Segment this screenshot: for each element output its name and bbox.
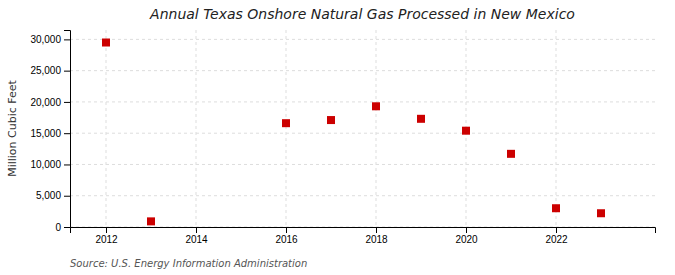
square-marker	[282, 119, 290, 127]
square-marker	[372, 102, 380, 110]
square-marker	[102, 39, 110, 47]
grid-line	[196, 30, 197, 227]
axis-line	[64, 31, 71, 228]
tick-label: 25,000	[30, 65, 61, 76]
tick-mark	[556, 227, 557, 233]
grid-line	[376, 30, 377, 227]
tick-mark	[376, 227, 377, 233]
square-marker	[507, 150, 515, 158]
tick-mark	[64, 102, 70, 103]
tick: 2014	[185, 227, 208, 245]
tick-label: 10,000	[30, 159, 61, 170]
y-axis: 0 5,000 10,000 15,000 20,000 25,000 30,000	[30, 31, 70, 233]
tick: 2018	[365, 227, 388, 245]
tick-mark	[64, 227, 70, 228]
tick: 25,000	[30, 65, 70, 76]
tick-label: 30,000	[30, 34, 61, 45]
grid	[70, 30, 655, 227]
tick-mark	[64, 39, 70, 40]
tick: 30,000	[30, 34, 70, 45]
tick: 5,000	[36, 190, 70, 201]
tick-label: 2012	[95, 234, 118, 245]
tick: 2012	[95, 227, 118, 245]
tick-label: 2014	[185, 234, 208, 245]
tick-mark	[64, 164, 70, 165]
tick: 2016	[275, 227, 298, 245]
tick-mark	[196, 227, 197, 233]
tick: 20,000	[30, 97, 70, 108]
tick-label: 2022	[545, 234, 568, 245]
square-marker	[552, 204, 560, 212]
tick: 2020	[455, 227, 478, 245]
tick-label: 0	[55, 222, 61, 233]
tick-mark	[64, 71, 70, 72]
title: Annual Texas Onshore Natural Gas Process…	[149, 6, 575, 22]
grid-line	[70, 70, 655, 71]
tick: 10,000	[30, 159, 70, 170]
tick: 2022	[545, 227, 568, 245]
tick-label: 15,000	[30, 128, 61, 139]
tick: 0	[55, 222, 70, 233]
tick-mark	[286, 227, 287, 233]
square-marker	[462, 127, 470, 135]
y-axis-label: Million Cubic Feet	[6, 79, 19, 176]
grid-line	[70, 195, 655, 196]
x-axis: 2012 2014 2016 2018 2020 2022	[71, 227, 656, 245]
grid-line	[70, 133, 655, 134]
tick-label: 2016	[275, 234, 298, 245]
tick-label: 5,000	[36, 190, 61, 201]
tick-label: 2020	[455, 234, 478, 245]
tick-mark	[466, 227, 467, 233]
chart: 2012 2014 2016 2018 2020 2022 0 5,000 10,000 15,0…	[0, 0, 675, 275]
axis-line	[71, 228, 656, 234]
tick-mark	[64, 196, 70, 197]
square-marker	[147, 217, 155, 225]
square-marker	[327, 116, 335, 124]
grid-line	[70, 101, 655, 102]
grid-line	[70, 164, 655, 165]
plot: 2012 2014 2016 2018 2020 2022 0 5,000 10,000 15,0…	[30, 30, 655, 245]
tick: 15,000	[30, 128, 70, 139]
grid-line	[70, 39, 655, 40]
tick-mark	[106, 227, 107, 233]
square-marker	[417, 115, 425, 123]
annotation: Source: U.S. Energy Information Administ…	[70, 258, 307, 269]
tick-label: 20,000	[30, 97, 61, 108]
tick-label: 2018	[365, 234, 388, 245]
grid-line	[556, 30, 557, 227]
grid-line	[286, 30, 287, 227]
points	[102, 39, 605, 226]
tick-mark	[64, 133, 70, 134]
square-marker	[597, 209, 605, 217]
grid-line	[106, 30, 107, 227]
